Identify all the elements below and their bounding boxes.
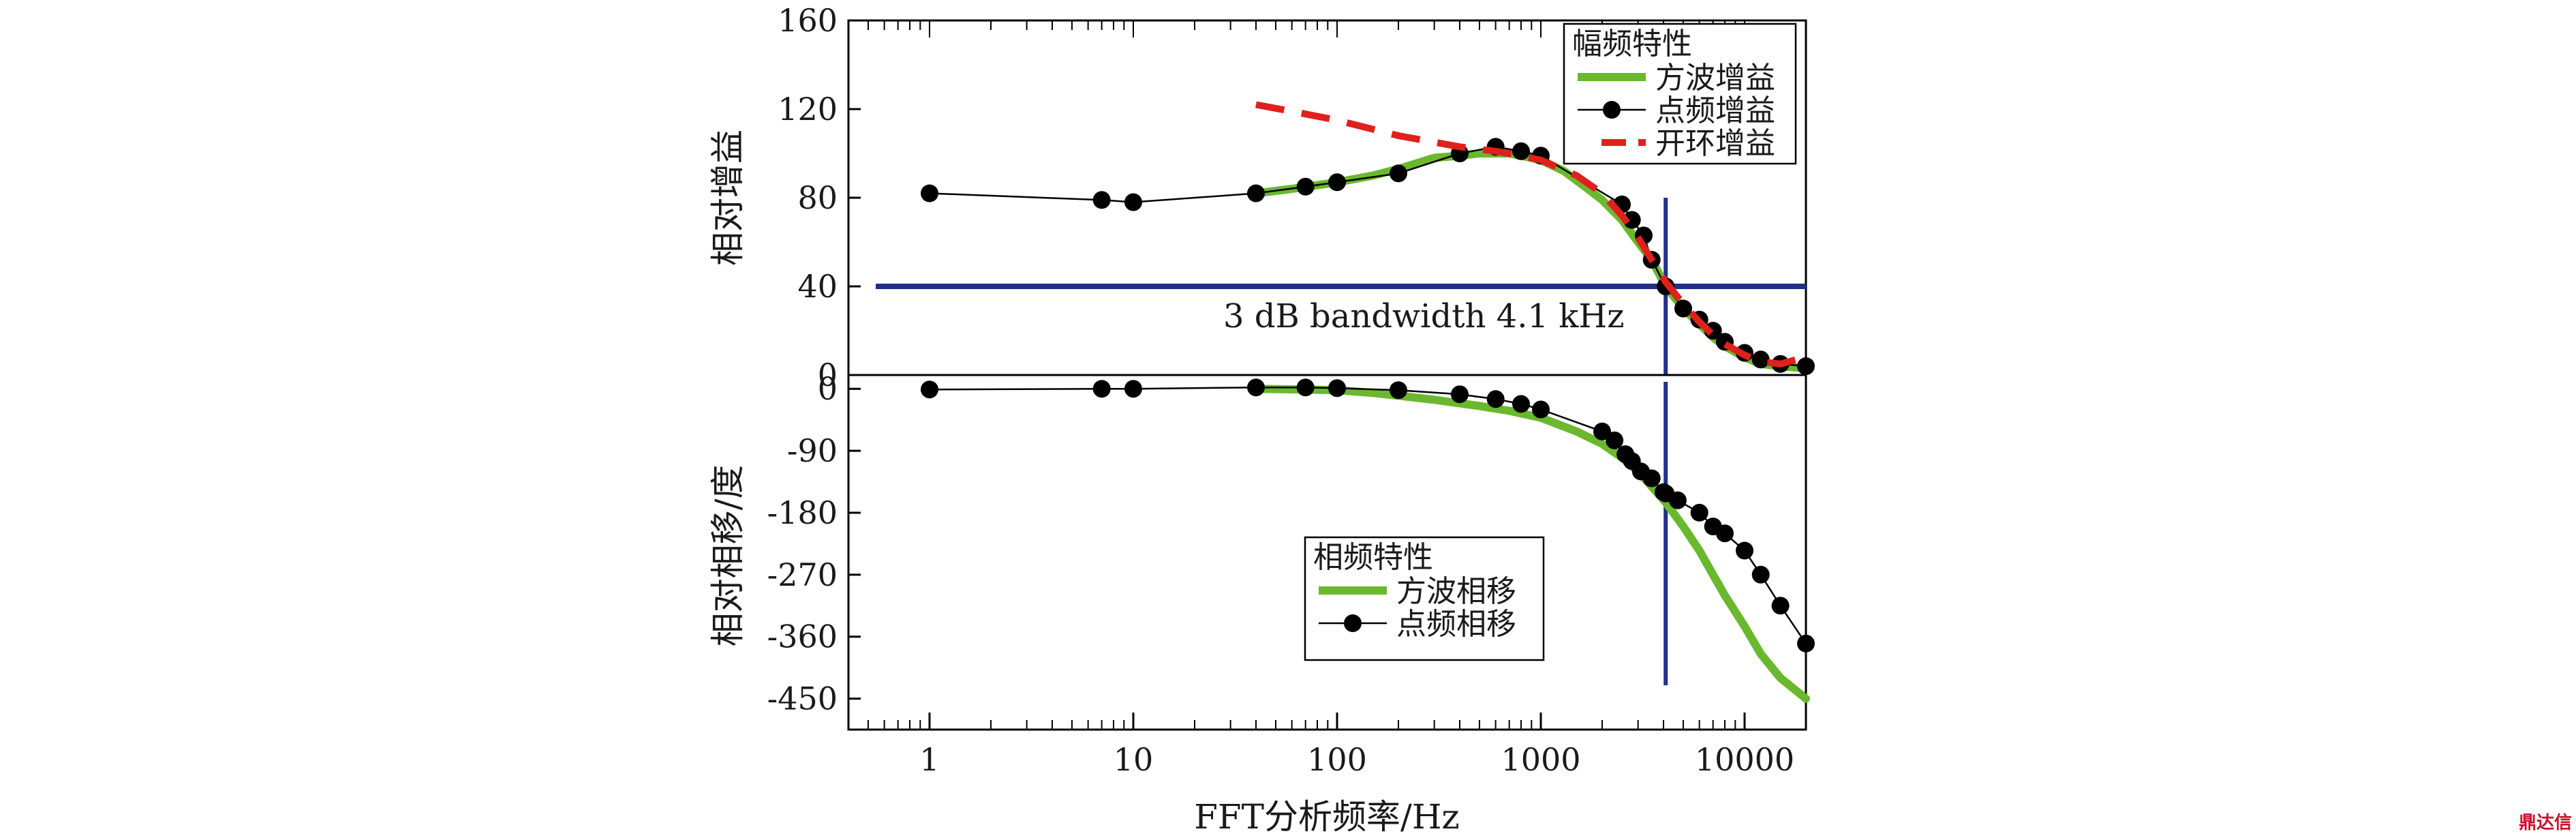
bottom-data-point <box>1296 378 1315 397</box>
top-y-axis-label: 相对增益 <box>708 130 748 266</box>
x-tick-label: 1 <box>919 741 939 778</box>
top-y-ticks: 0 40 80 120 160 <box>778 2 861 393</box>
bottom-data-point <box>1593 422 1611 440</box>
bottom-y-tick-label: -180 <box>767 494 838 531</box>
bottom-data-point <box>1532 400 1550 419</box>
top-y-tick-label: 40 <box>797 268 838 305</box>
bottom-data-point <box>1690 503 1708 522</box>
top-legend-title: 幅频特性 <box>1572 27 1692 61</box>
top-data-point <box>1328 173 1346 192</box>
bottom-legend-title: 相频特性 <box>1313 540 1433 575</box>
top-legend-entry: 方波增益 <box>1655 61 1775 95</box>
x-tick-label: 1000 <box>1501 741 1580 778</box>
bottom-y-tick-label: -450 <box>767 680 838 717</box>
watermark-logo: 鼎达信 <box>2518 813 2572 833</box>
bottom-data-point <box>1797 634 1815 653</box>
bottom-data-point <box>1390 381 1407 400</box>
bottom-data-point <box>921 380 938 399</box>
top-legend-entry: 点频增益 <box>1655 93 1775 128</box>
x-axis-label: FFT分析频率/Hz <box>1194 797 1460 837</box>
bottom-data-point <box>1771 597 1790 615</box>
top-data-point <box>1623 211 1641 229</box>
top-y-tick-label: 120 <box>778 91 838 128</box>
bottom-legend-entry: 方波相移 <box>1396 574 1516 609</box>
bottom-data-point <box>1486 390 1505 408</box>
top-y-tick-label: 160 <box>778 2 838 39</box>
bottom-data-point <box>1606 431 1624 449</box>
bottom-data-point <box>1751 565 1770 584</box>
bottom-y-ticks: 0 -90 -180 -270 -360 -450 <box>767 370 861 717</box>
x-tick-label: 10 <box>1114 741 1154 778</box>
bottom-y-tick-label: -90 <box>787 432 838 469</box>
bottom-y-tick-label: -360 <box>767 618 838 655</box>
bottom-data-point <box>1512 395 1530 413</box>
bottom-data-point <box>1642 469 1661 488</box>
bottom-data-point <box>1736 541 1753 560</box>
top-data-point <box>1390 164 1407 183</box>
top-data-point <box>1296 177 1315 196</box>
bottom-data-point <box>1716 524 1734 543</box>
top-series <box>921 101 1815 375</box>
top-data-point <box>1512 142 1530 160</box>
bottom-data-point <box>1328 379 1346 398</box>
bottom-y-tick-label: -270 <box>767 556 838 593</box>
top-data-point <box>1124 193 1142 211</box>
top-legend-entry: 开环增益 <box>1655 126 1775 161</box>
top-y-tick-label: 0 <box>818 357 838 393</box>
top-data-point <box>1797 357 1815 375</box>
top-data-point <box>1674 299 1692 318</box>
top-data-point <box>1247 184 1265 203</box>
bottom-legend-entry: 点频相移 <box>1396 607 1516 642</box>
x-tick-label: 10000 <box>1695 741 1794 778</box>
bottom-data-point <box>1124 380 1142 398</box>
top-y-tick-label: 80 <box>797 179 838 216</box>
bottom-data-point <box>1092 380 1111 398</box>
top-data-point <box>1092 191 1111 209</box>
bottom-data-point <box>1668 491 1687 509</box>
bottom-data-point <box>1451 385 1469 404</box>
bottom-series <box>921 378 1815 703</box>
bottom-panel: 0 -90 -180 -270 -360 -450 1 10 100 1000 10000 相对相… <box>708 370 1815 837</box>
x-tick-label: 100 <box>1307 741 1367 778</box>
top-data-point <box>1751 350 1770 369</box>
bandwidth-annotation: 3 dB bandwidth 4.1 kHz <box>1223 297 1625 335</box>
bottom-y-axis-label: 相对相移/度 <box>708 465 748 647</box>
bottom-y-tick-label: 0 <box>818 370 838 407</box>
bottom-x-ticks: 1 10 100 1000 10000 <box>848 713 1807 778</box>
bottom-legend-swatch-marker <box>1344 614 1362 632</box>
bottom-legend-box <box>1304 536 1545 661</box>
top-data-point <box>921 184 938 203</box>
bottom-data-point <box>1247 378 1265 397</box>
top-legend-swatch-marker <box>1603 101 1621 119</box>
top-series-dashed-2 <box>1255 101 1809 368</box>
